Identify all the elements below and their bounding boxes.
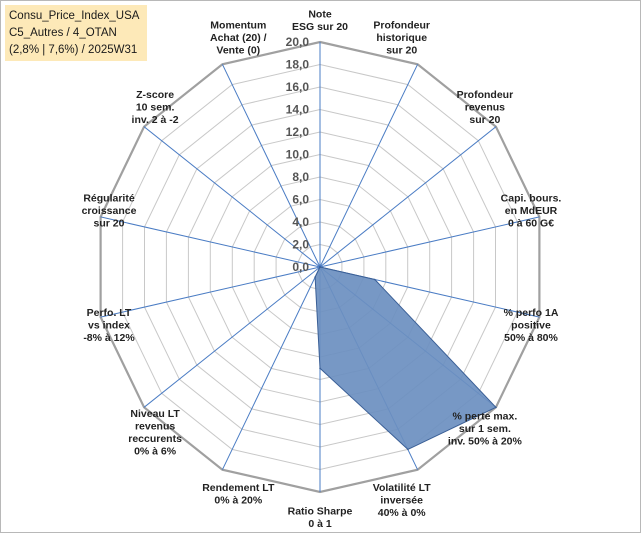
axis-label-line: historique [376, 32, 427, 44]
axis-label-line: Régularité [83, 192, 135, 204]
info-box: Consu_Price_Index_USA C5_Autres / 4_OTAN… [5, 5, 147, 61]
axis-spoke [319, 64, 419, 268]
axis-spoke [319, 216, 540, 268]
series-point [319, 266, 321, 268]
info-line-2: C5_Autres / 4_OTAN [9, 27, 117, 39]
tick-label: 0,0 [292, 260, 309, 274]
axis-spoke [221, 266, 321, 470]
tick-label: 6,0 [292, 193, 309, 207]
series-layer [314, 266, 497, 451]
axis-label-line: Momentum [210, 20, 266, 32]
axis-label: Rendement LT0% à 20% [202, 482, 275, 507]
axis-label-line: -8% à 12% [83, 332, 135, 344]
axis-spoke [100, 216, 321, 268]
axis-label-line: croissance [82, 205, 137, 217]
axis-label-line: Rendement LT [202, 482, 275, 494]
tick-label: 14,0 [286, 103, 310, 117]
axis-label-line: Note [308, 9, 331, 21]
axis-label-line: inv. 50% à 20% [448, 436, 523, 448]
axis-label-line: % perfo 1A [504, 307, 559, 319]
tick-label: 4,0 [292, 215, 309, 229]
axis-spoke [319, 126, 497, 268]
axis-label-line: Ratio Sharpe [288, 506, 353, 518]
series-point [314, 276, 316, 278]
axis-label-line: 50% à 80% [504, 332, 558, 344]
tick-label: 10,0 [286, 148, 310, 162]
axis-label-line: sur 1 sem. [459, 423, 511, 435]
axis-label-line: 40% à 0% [378, 507, 427, 519]
axis-label-line: 0% à 20% [214, 494, 263, 506]
axis-label-line: Profondeur [373, 20, 430, 32]
tick-label: 20,0 [286, 35, 310, 49]
axis-label-line: Volatilité LT [373, 482, 432, 494]
axis-spoke [143, 126, 321, 268]
tick-label: 18,0 [286, 58, 310, 72]
axis-label-line: Niveau LT [130, 408, 180, 420]
axis-label-line: en MdEUR [505, 205, 558, 217]
info-line-1: Consu_Price_Index_USA [9, 10, 140, 22]
series-point [495, 406, 497, 409]
axis-label-line: sur 20 [94, 217, 125, 229]
axis-spoke [221, 64, 321, 268]
axis-label: % perte max.sur 1 sem.inv. 50% à 20% [448, 411, 523, 448]
axis-label-line: Achat (20) / [210, 32, 267, 44]
tick-labels: 0,0 2,0 4,0 6,0 8,0 10,0 12,0 14,0 16,0 18,0 20,0 [286, 35, 310, 274]
info-line-3: (2,8% | 7,6%) / 2025W31 [9, 44, 138, 56]
axis-label-line: inv. 2 à -2 [132, 114, 179, 126]
axis-label-line: sur 20 [469, 114, 500, 126]
series-point [407, 448, 409, 451]
axis-label-line: sur 20 [386, 45, 417, 57]
axis-label-line: vs index [88, 320, 130, 332]
axis-label-line: revenus [135, 421, 175, 433]
axis-label-line: Z-score [136, 89, 174, 101]
tick-label: 16,0 [286, 80, 310, 94]
axis-label-line: ESG sur 20 [292, 21, 348, 33]
axis-label-line: % perte max. [453, 411, 518, 423]
axis-label-line: Vente (0) [216, 45, 260, 57]
tick-label: 12,0 [286, 125, 310, 139]
axis-label-line: Perfo. LT [87, 307, 132, 319]
axis-label-line: Capi. bours. [501, 192, 562, 204]
axis-label-line: 0 à 1 [308, 518, 332, 530]
tick-label: 2,0 [292, 238, 309, 252]
axis-label-line: inversée [380, 494, 423, 506]
axis-label-line: positive [511, 320, 551, 332]
axis-label-line: revenus [465, 102, 505, 114]
axis-label-line: Profondeur [457, 89, 514, 101]
tick-label: 8,0 [292, 170, 309, 184]
series-point [319, 367, 321, 370]
axis-spoke [143, 266, 321, 408]
axis-spoke [100, 266, 321, 318]
axis-label-line: 0% à 6% [134, 446, 177, 458]
series-point [374, 278, 376, 281]
axis-label-line: 10 sem. [136, 102, 175, 114]
axis-label-line: 0 à 60 G€ [508, 217, 554, 229]
axis-label-line: reccurents [128, 433, 182, 445]
